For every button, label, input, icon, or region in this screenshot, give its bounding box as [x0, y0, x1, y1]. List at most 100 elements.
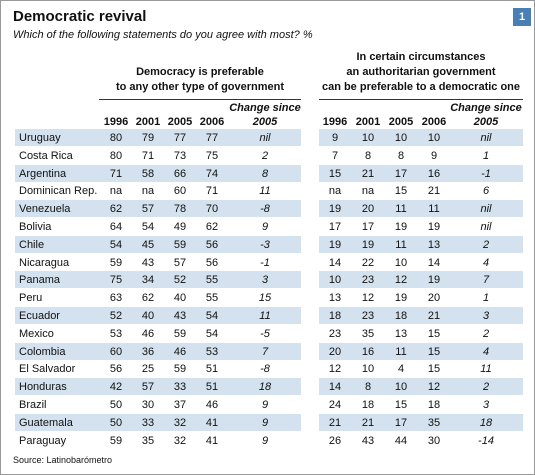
cell-value: 17: [394, 416, 408, 429]
country: Costa Rica: [19, 149, 73, 162]
column-header: 2001: [135, 116, 161, 128]
country: Argentina: [19, 167, 67, 180]
country: Bolivia: [19, 221, 52, 233]
cell-value: 54: [141, 221, 155, 233]
cell-value: 12: [328, 363, 342, 376]
row-stripe: [319, 129, 523, 146]
column-header: 2005: [252, 116, 278, 128]
row-stripe: [319, 378, 523, 396]
country: Panama: [19, 274, 60, 287]
row-stripe: [319, 200, 523, 218]
cell-value: 12: [361, 292, 375, 305]
cell-value: 19: [394, 221, 408, 233]
cell-value: 18: [258, 381, 272, 394]
cell-value: 52: [173, 274, 187, 287]
column-header: 1996: [103, 116, 129, 128]
cell-value: 16: [427, 167, 441, 180]
cell-value: 41: [205, 416, 219, 429]
cell-value: 35: [427, 416, 441, 429]
cell-value: 50: [109, 416, 123, 429]
cell-value: 15: [427, 363, 441, 376]
row-stripe: [15, 342, 301, 360]
cell-value: -8: [260, 363, 270, 376]
row-stripe: [15, 271, 301, 289]
cell-value: 55: [205, 292, 219, 305]
cell-value: nil: [259, 132, 271, 144]
cell-value: 9: [261, 416, 269, 429]
cell-value: 3: [261, 274, 269, 287]
cell-value: 8: [261, 167, 269, 180]
cell-value: 10: [394, 381, 408, 394]
cell-value: 7: [261, 345, 269, 358]
cell-value: 2: [261, 149, 269, 162]
cell-value: 13: [394, 327, 408, 340]
country: Venezuela: [19, 203, 71, 216]
cell-value: 59: [109, 256, 123, 269]
country: Chile: [19, 238, 45, 251]
cell-value: nil: [480, 221, 492, 233]
cell-value: 63: [109, 292, 123, 305]
cell-value: 55: [205, 274, 219, 287]
cell-value: 11: [428, 203, 440, 216]
cell-value: 11: [480, 363, 492, 376]
cell-value: 54: [205, 327, 219, 340]
country: Brazil: [19, 399, 47, 411]
cell-value: -3: [260, 238, 270, 251]
cell-value: 10: [328, 274, 342, 287]
cell-value: 26: [328, 434, 342, 447]
cell-value: 18: [361, 399, 375, 411]
group-rule: [319, 99, 523, 100]
cell-value: 56: [205, 238, 219, 251]
cell-value: 73: [173, 149, 187, 162]
row-stripe: [319, 164, 523, 182]
cell-value: 9: [331, 132, 339, 144]
cell-value: 36: [141, 345, 155, 358]
cell-value: 9: [430, 149, 438, 162]
cell-value: 17: [394, 167, 408, 180]
cell-value: 20: [427, 292, 441, 305]
cell-value: 44: [394, 434, 408, 447]
cell-value: 37: [173, 399, 187, 411]
group-rule: [99, 99, 301, 100]
cell-value: 51: [205, 363, 219, 376]
cell-value: 54: [205, 310, 219, 322]
cell-value: 17: [361, 221, 375, 233]
cell-value: 10: [361, 132, 375, 144]
cell-value: 21: [361, 416, 375, 429]
cell-value: 41: [205, 434, 219, 447]
cell-value: 14: [427, 256, 441, 269]
cell-value: 70: [205, 203, 219, 216]
cell-value: 21: [361, 167, 375, 180]
cell-value: 13: [328, 292, 342, 305]
cell-value: 8: [364, 149, 372, 162]
cell-value: 22: [361, 256, 375, 269]
cell-value: 33: [173, 381, 187, 394]
cell-value: 20: [361, 203, 375, 216]
cell-value: 23: [361, 310, 375, 322]
cell-value: 18: [479, 416, 493, 429]
column-header: 2006: [421, 116, 447, 128]
cell-value: 77: [205, 132, 219, 144]
row-stripe: [319, 307, 523, 324]
country: Mexico: [19, 327, 54, 340]
cell-value: -8: [260, 203, 270, 216]
cell-value: 57: [173, 256, 187, 269]
cell-value: na: [361, 185, 375, 198]
cell-value: 21: [328, 416, 342, 429]
cell-value: 2: [482, 381, 490, 394]
cell-value: 4: [482, 256, 490, 269]
cell-value: 80: [109, 149, 123, 162]
cell-value: 50: [109, 399, 123, 411]
country: Peru: [19, 292, 43, 305]
group-title: to any other type of government: [115, 81, 285, 93]
cell-value: 62: [141, 292, 155, 305]
cell-value: 57: [141, 203, 155, 216]
cell-value: 15: [394, 399, 408, 411]
column-header: 1996: [322, 116, 348, 128]
cell-value: 4: [397, 363, 405, 376]
row-stripe: [319, 235, 523, 253]
country: Paraguay: [19, 434, 67, 447]
cell-value: 52: [109, 310, 123, 322]
cell-value: 11: [395, 238, 407, 251]
cell-value: 43: [361, 434, 375, 447]
